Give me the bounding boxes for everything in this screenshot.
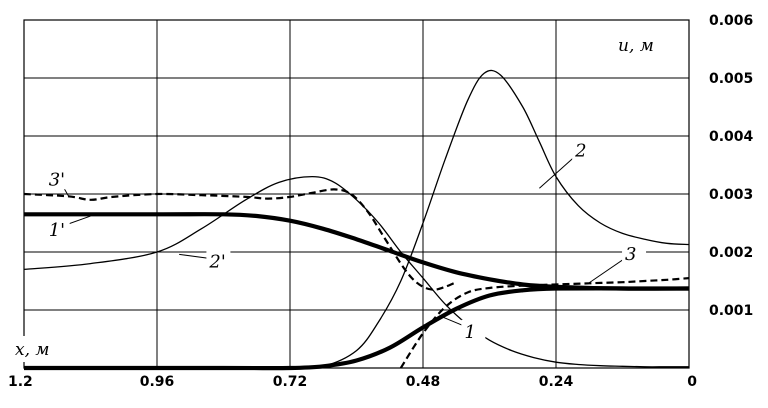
ylabel-background (612, 32, 674, 58)
x-tick-label: 1.2 (8, 374, 33, 390)
curve-label-1-prime: 1' (49, 220, 65, 241)
series-line-1 (24, 286, 689, 371)
series-group (23, 69, 690, 371)
curve-labels: 1 1' 2 2' 3 3' (45, 138, 647, 343)
curve-label-3-prime: 3' (49, 169, 65, 190)
curve-label-background (45, 167, 70, 190)
y-tick-label: 0.006 (709, 13, 753, 29)
label-leaders (57, 147, 635, 331)
curve-label-background (461, 319, 486, 342)
x-tick-label: 0.72 (273, 374, 308, 390)
curve-label-3: 3 (625, 244, 636, 265)
y-tick-label: 0.002 (709, 245, 753, 261)
y-tick-label: 0.003 (709, 187, 753, 203)
y-tick-label: 0.005 (709, 71, 753, 87)
series-line-2-prime (23, 175, 689, 368)
series-line-1-prime (24, 212, 690, 291)
x-axis-label: x, м (15, 340, 50, 360)
curve-label-background (622, 242, 647, 265)
y-axis-label: u, м (618, 36, 654, 56)
grid-lines (23, 19, 690, 368)
x-tick-label: 0.24 (539, 374, 574, 390)
y-tick-label: 0.004 (709, 129, 754, 145)
curve-label-2-prime: 2' (208, 252, 225, 273)
x-tick-labels: 1.2 0.96 0.72 0.48 0.24 0 (8, 374, 697, 390)
y-tick-label: 0.001 (709, 303, 753, 319)
curve-label-background (572, 138, 597, 161)
curve-label-background (45, 217, 70, 240)
x-tick-label: 0.96 (140, 374, 175, 390)
series-line-3-prime (23, 188, 457, 291)
xlabel-background (12, 336, 72, 362)
curve-label-1: 1 (464, 322, 475, 343)
x-tick-label: 0 (687, 374, 697, 390)
y-tick-labels: 0.001 0.002 0.003 0.004 0.005 0.006 (709, 13, 754, 319)
curve-label-background (206, 249, 231, 272)
series-line-3 (399, 277, 690, 369)
curve-label-2: 2 (574, 140, 586, 161)
series-line-2 (24, 69, 690, 369)
x-tick-label: 0.48 (406, 374, 441, 390)
